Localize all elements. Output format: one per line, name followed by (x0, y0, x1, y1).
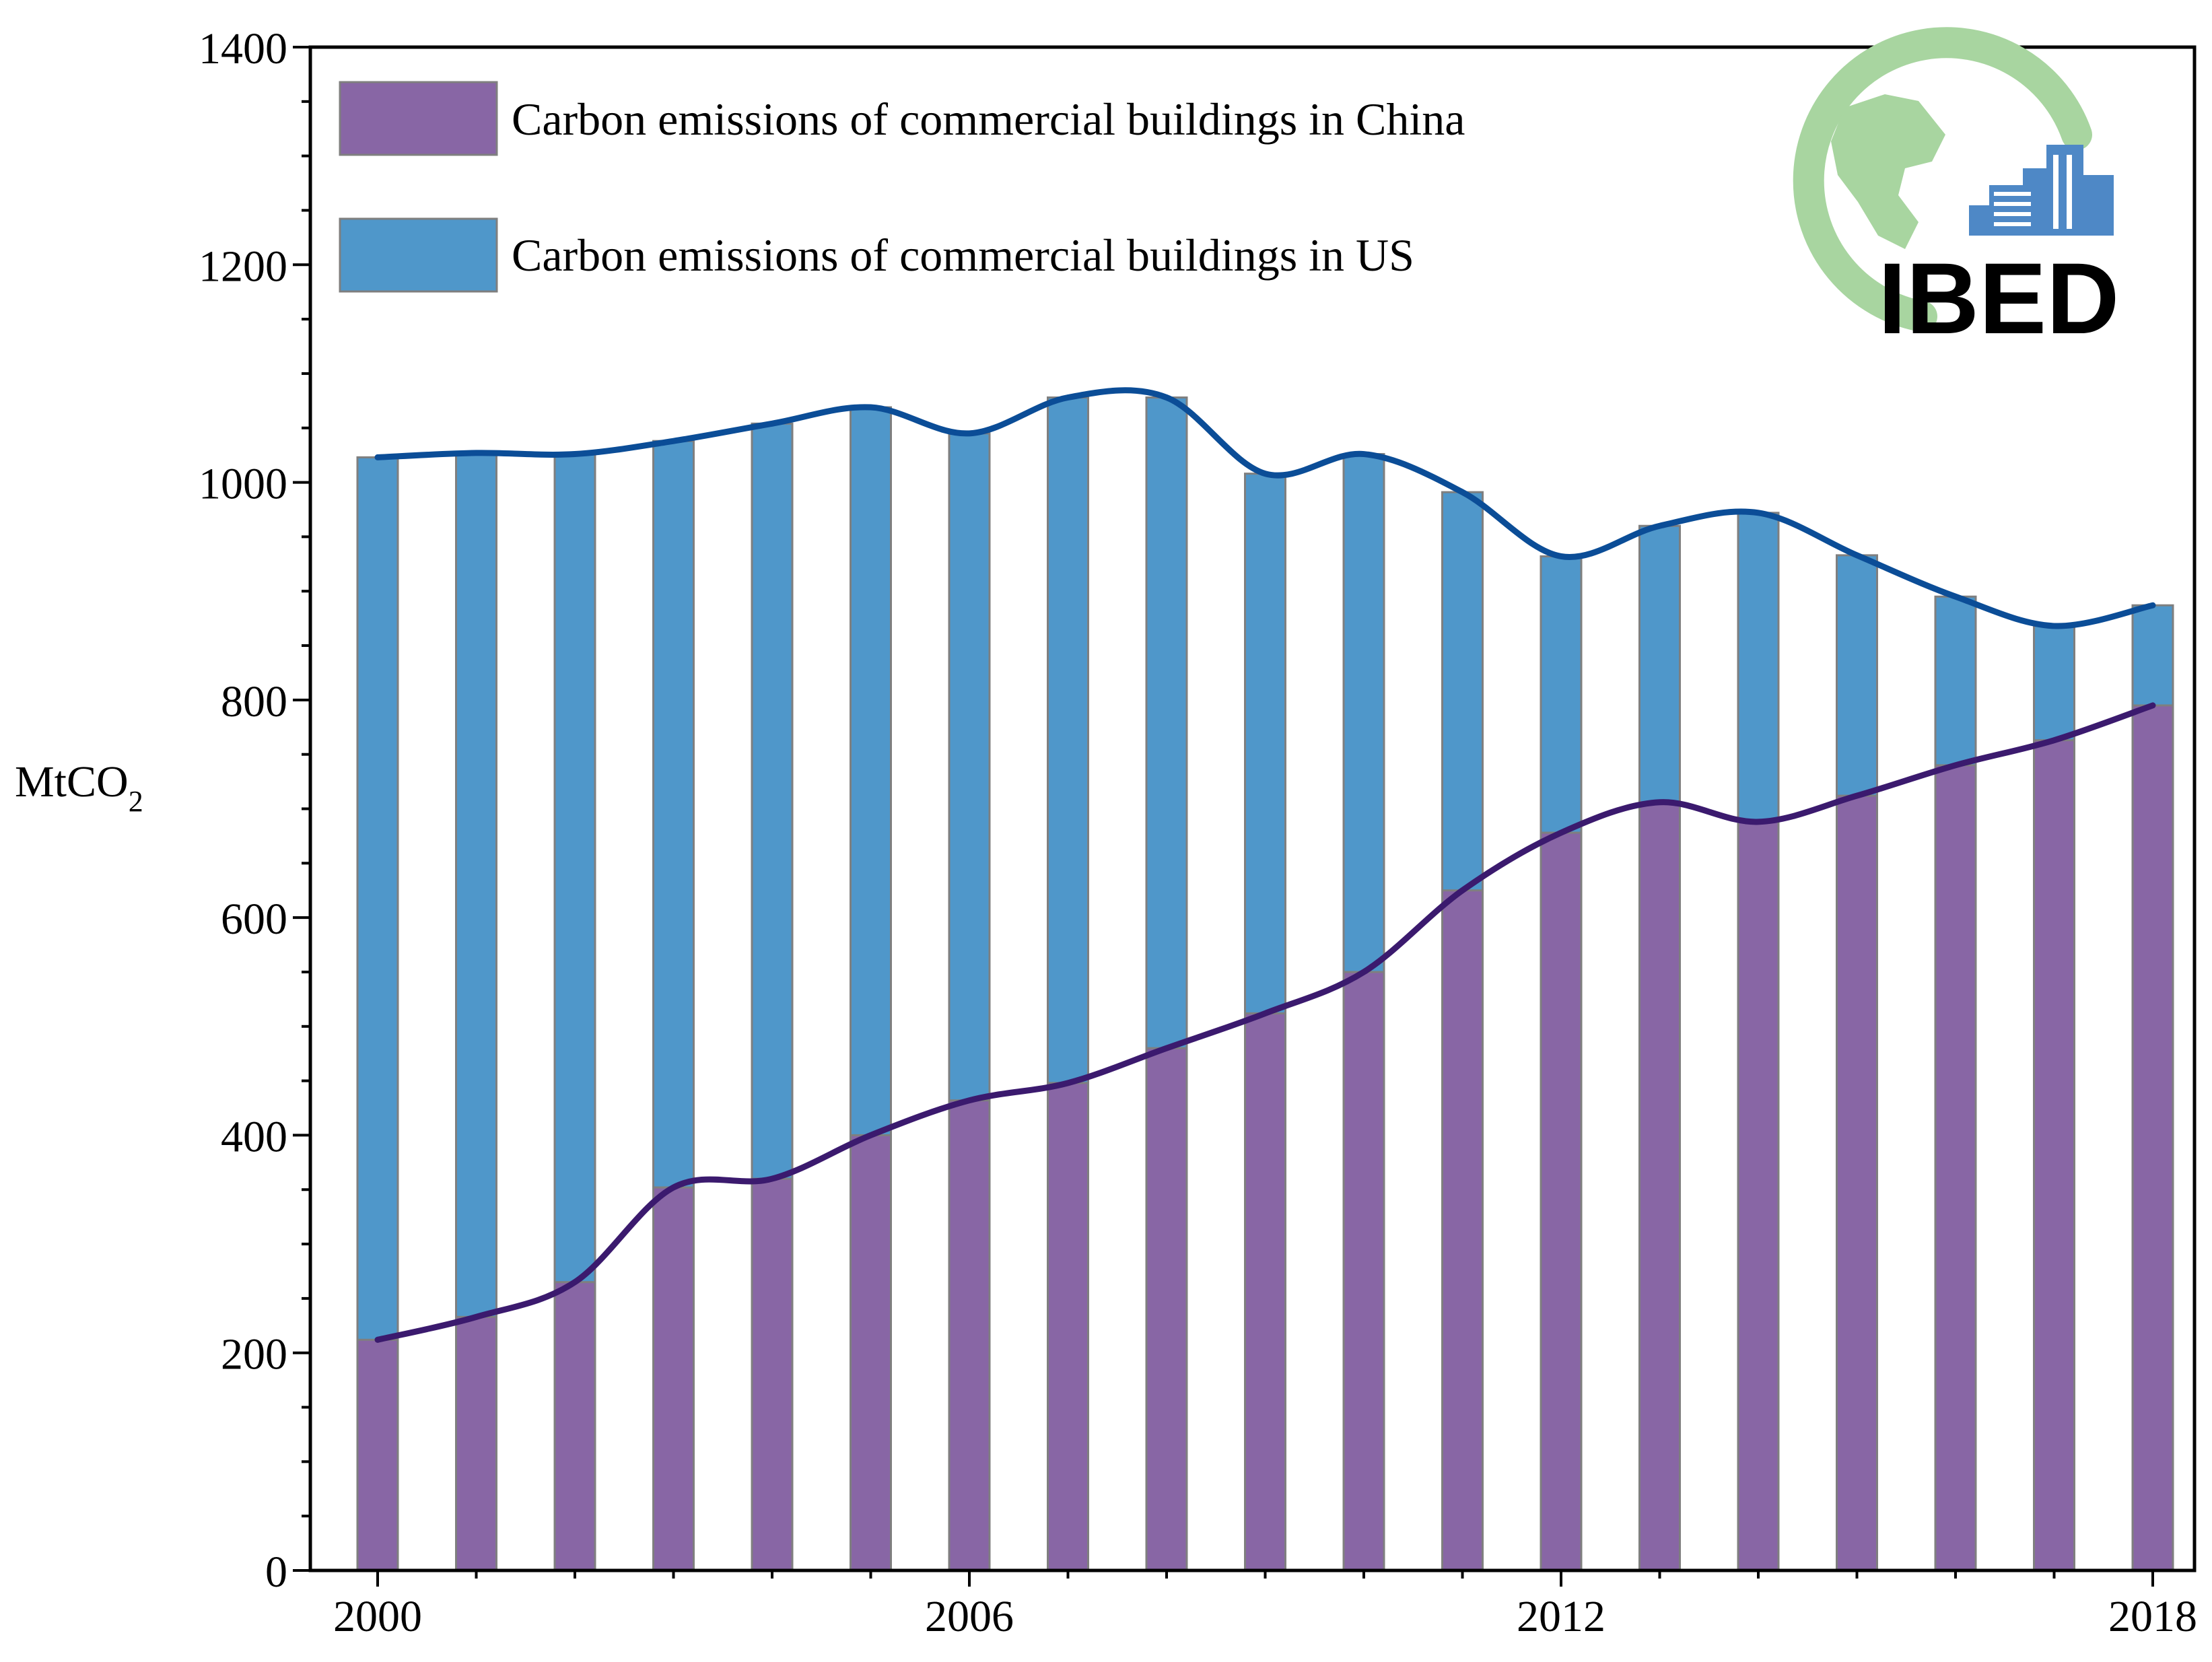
bar-china-2006 (948, 1099, 991, 1572)
legend-swatch-us (339, 217, 498, 293)
bar-china-2000 (356, 1338, 399, 1572)
bar-china-2008 (1145, 1047, 1188, 1572)
logo-text: IBED (1878, 242, 2119, 355)
legend-label-china: Carbon emissions of commercial buildings… (512, 94, 1465, 145)
china-trend-line (374, 702, 2156, 1343)
y-tick-label: 1400 (199, 24, 287, 73)
y-tick-label: 1200 (199, 242, 287, 291)
legend: Carbon emissions of commercial buildings… (339, 81, 1465, 293)
y-axis-title-subscript: 2 (129, 785, 143, 818)
x-tick-label: 2006 (925, 1592, 1014, 1641)
bar-china-2016 (1934, 764, 1977, 1572)
continent-shape (1831, 94, 1945, 249)
legend-label-us: Carbon emissions of commercial buildings… (512, 230, 1414, 281)
bar-china-2010 (1342, 971, 1385, 1572)
building-icon (1969, 145, 2114, 236)
bar-china-2005 (850, 1134, 892, 1572)
trend-lines (374, 387, 2156, 1343)
bar-china-2009 (1244, 1012, 1286, 1572)
bar-china-2018 (2131, 704, 2174, 1572)
y-tick-label: 200 (221, 1330, 287, 1379)
x-tick-label: 2012 (1517, 1592, 1605, 1641)
bar-china-2017 (2033, 739, 2075, 1572)
x-tick-label: 2000 (333, 1592, 422, 1641)
us-trend-line (374, 387, 2156, 629)
globe-icon (1793, 27, 2092, 332)
y-tick-label: 1000 (199, 460, 287, 509)
china-bars (356, 704, 2174, 1572)
bar-china-2001 (455, 1315, 497, 1572)
bar-china-2002 (553, 1281, 596, 1572)
y-axis-title-main: MtCO (15, 757, 129, 806)
y-tick-label: 0 (265, 1548, 287, 1597)
y-axis-title: MtCO2 (15, 757, 143, 818)
bar-china-2015 (1836, 794, 1878, 1572)
bar-china-2007 (1047, 1082, 1089, 1572)
y-tick-label: 600 (221, 895, 287, 944)
bar-china-2014 (1737, 821, 1780, 1572)
x-tick-label: 2018 (2108, 1592, 2197, 1641)
x-axis: 2000 2006 2012 2018 (333, 1570, 2197, 1641)
bar-china-2011 (1441, 889, 1484, 1572)
y-axis: 0 200 400 600 800 1000 1200 1400 (199, 24, 310, 1597)
bar-china-2012 (1540, 831, 1583, 1572)
legend-swatch-china (339, 81, 498, 156)
bar-china-2004 (751, 1177, 794, 1572)
building-windows (1994, 155, 2072, 229)
bar-china-2013 (1638, 801, 1681, 1572)
ibed-logo: IBED (1793, 27, 2119, 355)
y-tick-label: 400 (221, 1112, 287, 1161)
bar-china-2003 (652, 1186, 695, 1572)
y-tick-label: 800 (221, 677, 287, 726)
